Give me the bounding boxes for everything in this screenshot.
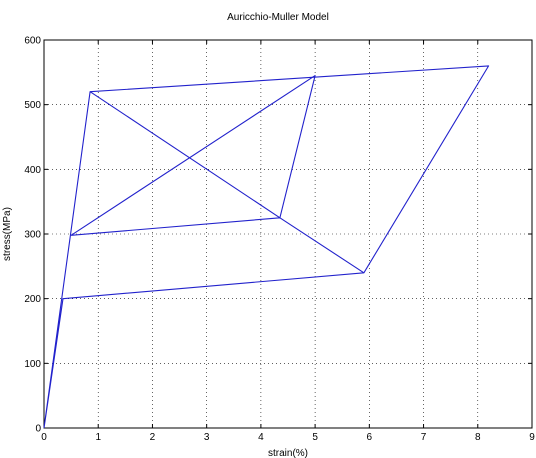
x-tick-label: 7 (421, 432, 427, 443)
y-tick-label: 400 (24, 165, 41, 176)
x-tick-label: 1 (95, 432, 101, 443)
y-tick-label: 600 (24, 36, 41, 47)
x-tick-label: 0 (41, 432, 47, 443)
series-line-2 (70, 75, 316, 236)
series (43, 65, 490, 429)
series-line-3 (71, 217, 365, 274)
ticks: 0 1 2 3 4 5 6 7 8 9 0 100 200 300 400 500 600 (24, 36, 535, 444)
x-tick-label: 3 (204, 432, 210, 443)
y-tick-label: 0 (35, 424, 41, 435)
x-tick-label: 6 (367, 432, 373, 443)
x-tick-label: 2 (150, 432, 156, 443)
x-tick-label: 8 (475, 432, 481, 443)
y-tick-label: 300 (24, 230, 41, 241)
chart-title: Auricchio-Muller Model (227, 12, 329, 23)
x-tick-label: 5 (312, 432, 318, 443)
x-tick-label: 4 (258, 432, 264, 443)
y-axis-label: stress(MPa) (2, 207, 13, 261)
y-tick-label: 100 (24, 359, 41, 370)
y-tick-label: 500 (24, 100, 41, 111)
grid (44, 40, 532, 428)
y-tick-label: 200 (24, 294, 41, 305)
x-axis-label: strain(%) (268, 448, 308, 458)
x-tick-label: 9 (529, 432, 535, 443)
series-line-1 (43, 65, 490, 429)
